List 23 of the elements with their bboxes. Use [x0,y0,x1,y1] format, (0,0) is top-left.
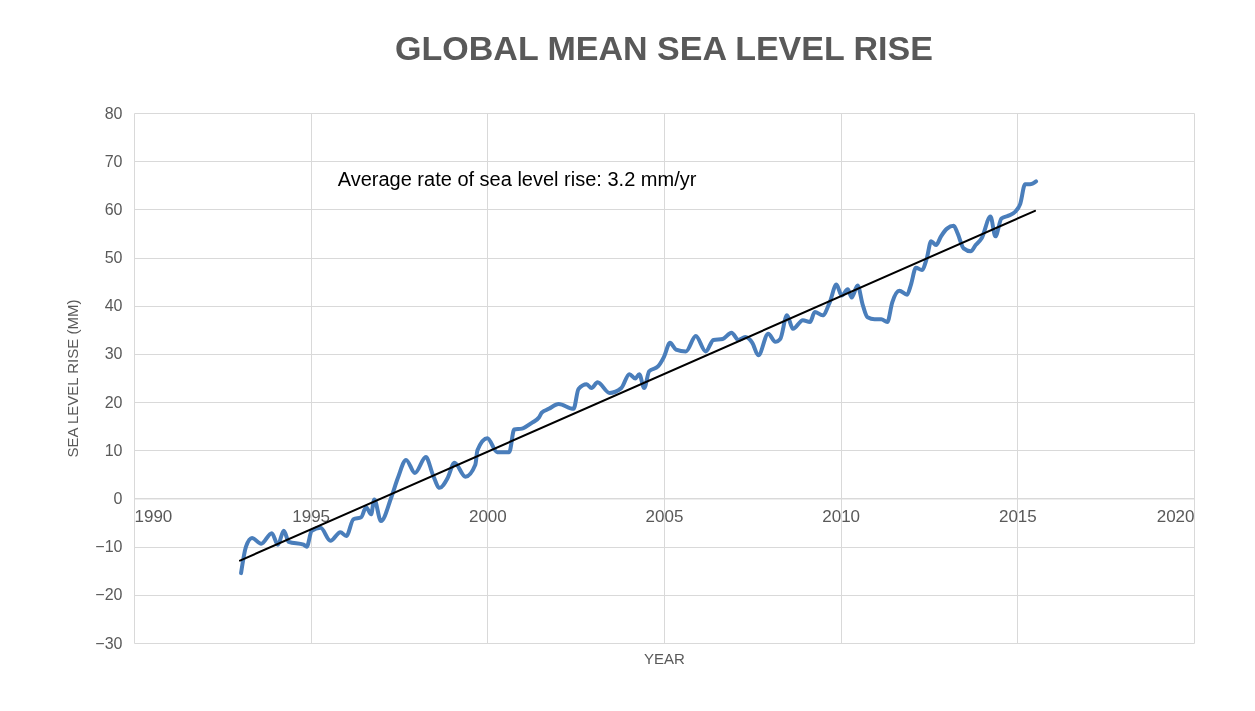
x-tick-label: 1995 [292,506,331,526]
y-tick-label: 80 [104,104,123,122]
y-tick-label: −20 [95,586,123,604]
y-tick-label: 50 [104,249,123,267]
y-tick-label: 40 [104,297,123,315]
y-tick-label: −30 [95,634,123,652]
y-tick-label: −10 [95,538,123,556]
y-tick-label: 0 [113,489,123,507]
y-axis-title: SEA LEVEL RISE (MM) [64,299,82,458]
x-tick-label: 2000 [468,506,507,526]
x-axis-title: YEAR [644,649,686,667]
y-tick-label: 20 [104,393,123,411]
x-tick-label: 2005 [645,506,684,526]
y-tick-label: 30 [104,345,123,363]
chart-title: GLOBAL MEAN SEA LEVEL RISE [395,29,933,67]
x-tick-label: 1990 [134,506,173,526]
y-tick-label: 60 [104,200,123,218]
x-tick-label: 2020 [1156,506,1195,526]
y-tick-label: 10 [104,441,123,459]
x-tick-label: 2010 [822,506,861,526]
annotation: Average rate of sea level rise: 3.2 mm/yr [337,168,697,190]
y-tick-label: 70 [104,152,123,170]
x-tick-label: 2015 [998,506,1037,526]
